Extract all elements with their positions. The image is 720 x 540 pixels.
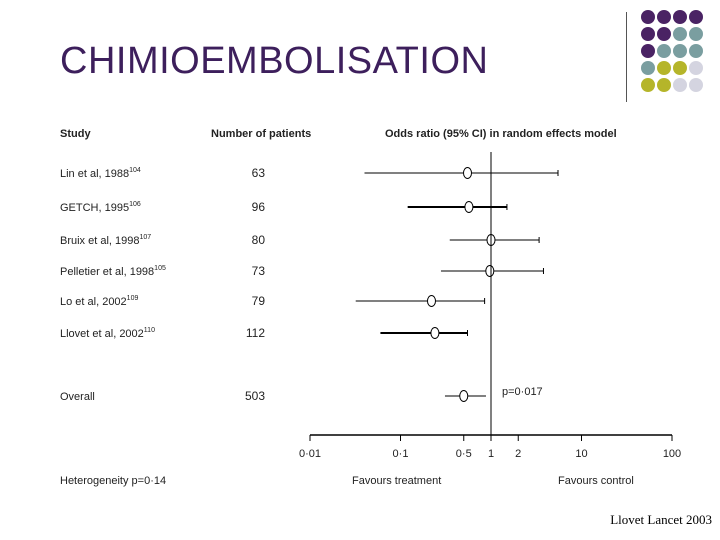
decorative-dot (689, 78, 703, 92)
odds-ratio-marker (464, 201, 474, 213)
x-tick-label: 1 (488, 448, 494, 460)
decorative-dot (673, 78, 687, 92)
decorative-dot (641, 61, 655, 75)
decorative-dot (657, 78, 671, 92)
study-label: Lin et al, 1988104 (60, 167, 141, 180)
study-reference: 107 (140, 234, 152, 241)
patient-count: 96 (252, 200, 266, 214)
patient-count: 73 (252, 264, 266, 278)
decorative-dot (641, 10, 655, 24)
odds-ratio-marker (426, 295, 436, 307)
decorative-dot (689, 61, 703, 75)
header-patients: Number of patients (211, 128, 311, 140)
decorative-dot (689, 44, 703, 58)
x-tick-label: 0·1 (393, 448, 409, 460)
decorative-dot (657, 27, 671, 41)
study-reference: 105 (154, 265, 166, 272)
x-tick-label: 0·5 (456, 448, 472, 460)
odds-ratio-marker (485, 265, 495, 277)
decorative-dot (673, 44, 687, 58)
overall-patient-count: 503 (245, 389, 265, 403)
heterogeneity-label: Heterogeneity p=0·14 (60, 475, 166, 487)
decorative-dot (641, 78, 655, 92)
overall-marker (459, 390, 469, 402)
decorative-dot (673, 27, 687, 41)
x-tick-label: 10 (575, 448, 587, 460)
header-study: Study (60, 128, 91, 140)
header-model: Odds ratio (95% CI) in random effects mo… (385, 128, 617, 140)
x-tick-label: 2 (515, 448, 521, 460)
odds-ratio-marker (463, 167, 473, 179)
decorative-divider (626, 12, 627, 102)
study-label: Pelletier et al, 1998105 (60, 265, 166, 278)
slide-title: CHIMIOEMBOLISATION (60, 40, 489, 82)
study-label: Bruix et al, 1998107 (60, 234, 151, 247)
study-reference: 104 (129, 167, 141, 174)
x-tick-label: 100 (663, 448, 681, 460)
study-reference: 106 (129, 201, 141, 208)
patient-count: 63 (252, 166, 266, 180)
decorative-dot (657, 10, 671, 24)
study-label: Llovet et al, 2002110 (60, 327, 155, 340)
patient-count: 79 (252, 294, 266, 308)
citation: Llovet Lancet 2003 (610, 512, 712, 527)
decorative-dot (673, 10, 687, 24)
study-reference: 110 (144, 327, 155, 334)
decorative-dot (641, 44, 655, 58)
decorative-dot (689, 27, 703, 41)
favours-treatment-label: Favours treatment (352, 475, 441, 487)
patient-count: 112 (246, 326, 265, 340)
decorative-dot (641, 27, 655, 41)
study-reference: 109 (127, 295, 139, 302)
study-label: Lo et al, 2002109 (60, 295, 138, 308)
x-tick-label: 0·01 (299, 448, 321, 460)
odds-ratio-marker (430, 327, 440, 339)
overall-label: Overall (60, 391, 95, 403)
p-value-label: p=0·017 (502, 386, 543, 398)
patient-count: 80 (252, 233, 266, 247)
decorative-dot (689, 10, 703, 24)
favours-control-label: Favours control (558, 475, 634, 487)
study-label: GETCH, 1995106 (60, 201, 141, 214)
decorative-dot (657, 61, 671, 75)
decorative-dot (657, 44, 671, 58)
decorative-dot (673, 61, 687, 75)
